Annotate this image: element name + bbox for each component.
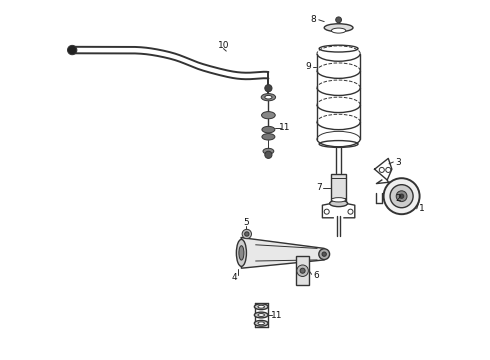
Polygon shape (242, 238, 324, 268)
Text: 1: 1 (418, 204, 424, 213)
Circle shape (265, 151, 272, 158)
Circle shape (322, 252, 326, 256)
Circle shape (384, 178, 419, 214)
Text: 2: 2 (395, 194, 401, 203)
Circle shape (396, 191, 407, 202)
Ellipse shape (263, 148, 274, 154)
Circle shape (399, 194, 404, 198)
Circle shape (336, 17, 342, 23)
Text: 7: 7 (316, 184, 321, 192)
Ellipse shape (261, 94, 275, 101)
Ellipse shape (239, 246, 244, 260)
Ellipse shape (331, 28, 346, 33)
Ellipse shape (258, 314, 265, 316)
Ellipse shape (262, 126, 275, 133)
Circle shape (297, 265, 308, 276)
Ellipse shape (262, 134, 275, 140)
Circle shape (324, 209, 329, 214)
Ellipse shape (331, 198, 346, 202)
Circle shape (245, 232, 249, 236)
FancyBboxPatch shape (331, 174, 346, 203)
FancyBboxPatch shape (296, 256, 309, 285)
Text: 6: 6 (314, 271, 319, 280)
Ellipse shape (258, 305, 265, 308)
Text: 9: 9 (305, 62, 311, 71)
Text: 8: 8 (311, 15, 316, 24)
Ellipse shape (330, 200, 347, 207)
Ellipse shape (254, 312, 268, 318)
Ellipse shape (254, 320, 268, 326)
Text: 3: 3 (395, 158, 401, 166)
Circle shape (265, 85, 272, 92)
Circle shape (390, 185, 413, 208)
Text: 11: 11 (279, 123, 291, 132)
Text: 5: 5 (243, 218, 248, 227)
Text: 11: 11 (270, 310, 282, 320)
Text: 4: 4 (231, 273, 237, 282)
Ellipse shape (262, 112, 275, 119)
Circle shape (68, 45, 77, 55)
Text: 10: 10 (218, 41, 229, 50)
Ellipse shape (324, 24, 353, 32)
Circle shape (386, 167, 391, 172)
Circle shape (348, 209, 353, 214)
Circle shape (379, 167, 384, 172)
Circle shape (242, 229, 251, 239)
Ellipse shape (254, 304, 268, 310)
Circle shape (300, 268, 305, 273)
Circle shape (319, 249, 330, 260)
Ellipse shape (258, 322, 265, 325)
Ellipse shape (236, 239, 246, 266)
Ellipse shape (265, 95, 272, 99)
